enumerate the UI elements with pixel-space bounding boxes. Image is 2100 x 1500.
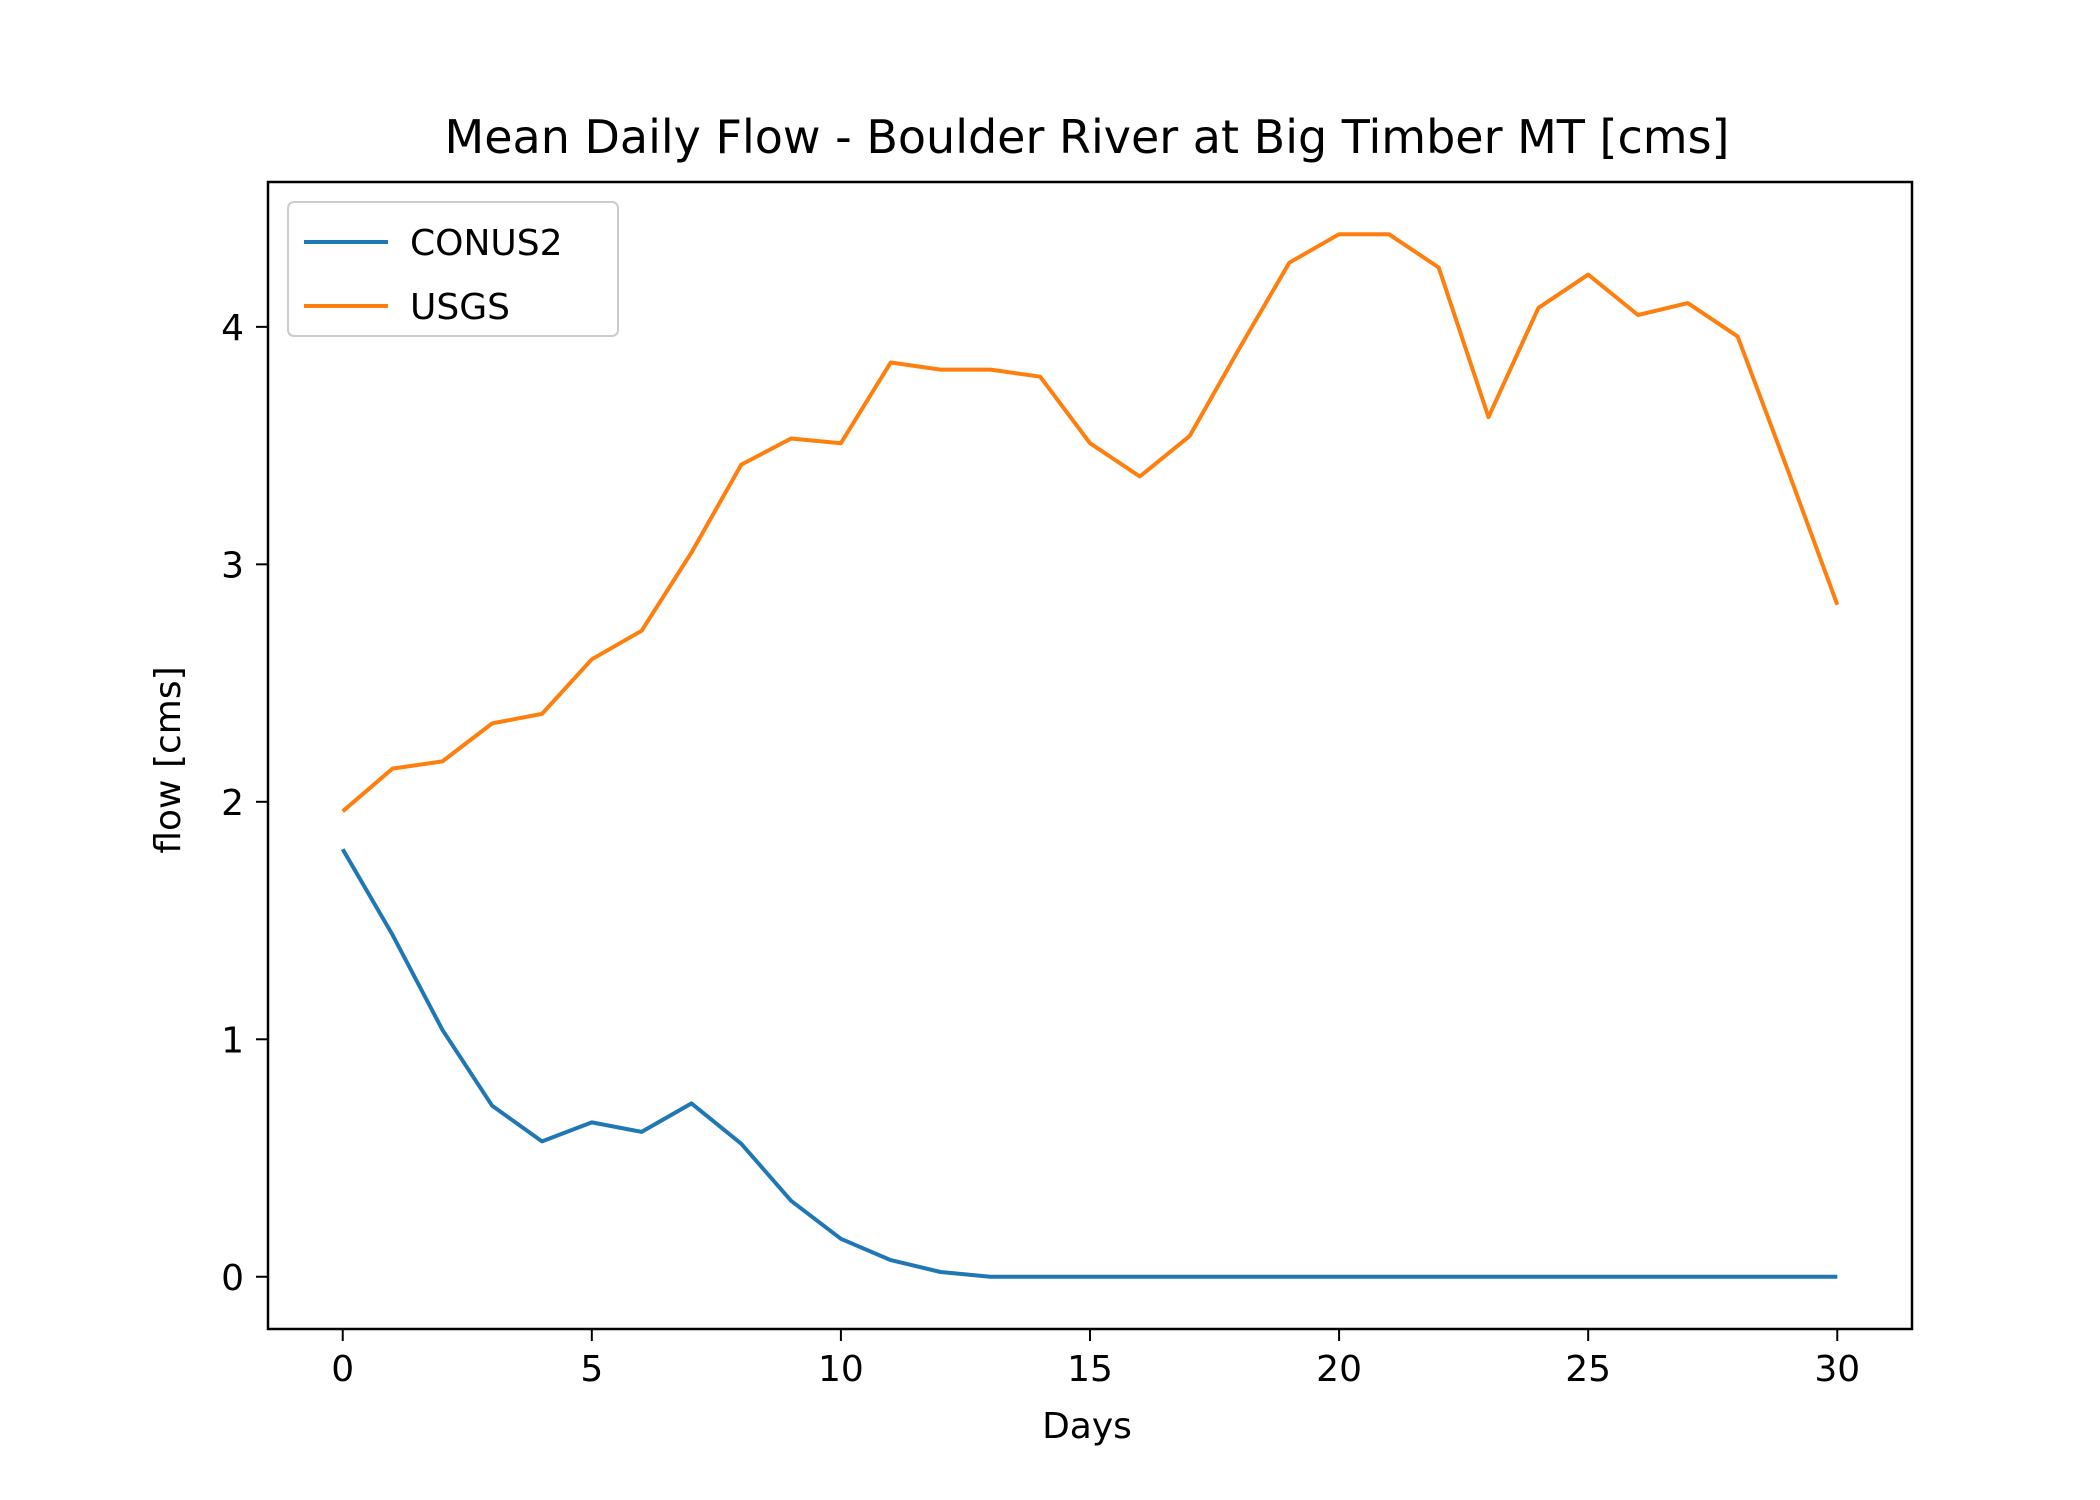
legend-label-conus2: CONUS2 <box>410 223 563 264</box>
series-line-conus2 <box>340 848 1838 1279</box>
x-tick-label: 10 <box>818 1349 864 1390</box>
x-axis-label: Days <box>1042 1406 1132 1447</box>
y-tick-label: 2 <box>221 783 244 824</box>
plot-area: 0 5 10 15 20 25 30 0 1 2 3 4 <box>221 180 1914 1390</box>
x-tick-label: 30 <box>1814 1349 1860 1390</box>
chart-title: Mean Daily Flow - Boulder River at Big T… <box>445 110 1730 164</box>
legend: CONUS2 USGS <box>287 201 619 337</box>
y-tick-label: 0 <box>221 1258 244 1299</box>
y-tick-label: 4 <box>221 308 244 349</box>
x-tick-label: 15 <box>1067 1349 1113 1390</box>
legend-box <box>287 201 619 337</box>
x-tick-label: 0 <box>331 1349 354 1390</box>
y-axis-label: flow [cms] <box>148 666 189 853</box>
x-tick-label: 25 <box>1565 1349 1611 1390</box>
series-line-usgs <box>341 232 1840 813</box>
x-tick-label: 5 <box>580 1349 603 1390</box>
y-tick-label: 3 <box>221 545 244 586</box>
legend-label-usgs: USGS <box>410 287 510 328</box>
y-tick-label: 1 <box>221 1020 244 1061</box>
x-tick-label: 20 <box>1316 1349 1362 1390</box>
